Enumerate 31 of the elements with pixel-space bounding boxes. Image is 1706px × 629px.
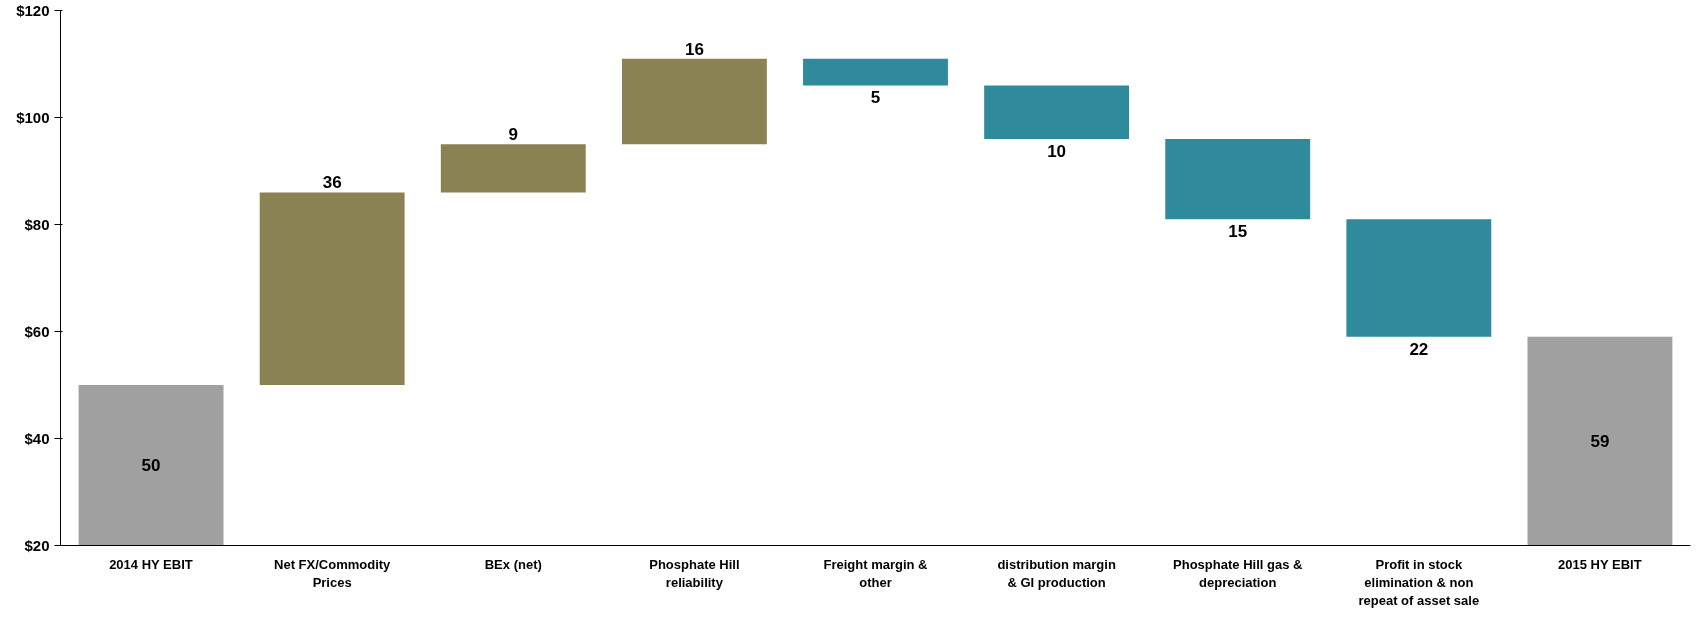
x-tick-label: 2014 HY EBIT bbox=[109, 556, 193, 572]
bar bbox=[803, 58, 948, 86]
data-label: 10 bbox=[1047, 141, 1067, 161]
y-tick-label: $60 bbox=[24, 323, 50, 340]
data-label: 15 bbox=[1228, 222, 1248, 242]
y-tick-label: $40 bbox=[24, 430, 50, 447]
bar bbox=[259, 192, 405, 385]
x-tick-label: BEx (net) bbox=[484, 556, 542, 572]
data-label: 22 bbox=[1409, 339, 1429, 359]
data-label: 9 bbox=[508, 125, 519, 145]
data-label: 5 bbox=[870, 88, 881, 108]
y-tick-label: $120 bbox=[16, 2, 50, 19]
y-tick-label: $20 bbox=[24, 537, 50, 554]
bar bbox=[984, 85, 1130, 139]
y-tick-label: $100 bbox=[16, 109, 50, 126]
data-label: 59 bbox=[1590, 432, 1610, 452]
x-tick-label: Phosphate Hill reliability bbox=[649, 556, 740, 590]
y-tick-label: $80 bbox=[24, 216, 50, 233]
data-label: 50 bbox=[141, 456, 161, 476]
data-label: 36 bbox=[322, 173, 342, 193]
bar bbox=[1165, 138, 1311, 220]
x-tick-label: Freight margin & other bbox=[823, 556, 928, 590]
data-label: 16 bbox=[684, 39, 704, 59]
x-tick-label: Phosphate Hill gas & depreciation bbox=[1173, 556, 1303, 590]
x-tick-label: Net FX/Commodity Prices bbox=[274, 556, 392, 590]
bar bbox=[440, 144, 586, 193]
bar bbox=[1346, 219, 1492, 337]
x-tick-label: Profit in stock elimination & non repeat of asset sale bbox=[1358, 556, 1480, 608]
x-tick-label: distribution margin & GI production bbox=[997, 556, 1116, 590]
x-tick-label: 2015 HY EBIT bbox=[1558, 556, 1642, 572]
bar bbox=[621, 58, 767, 145]
